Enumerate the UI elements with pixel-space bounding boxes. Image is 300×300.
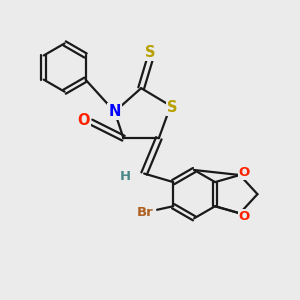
Text: S: S bbox=[167, 100, 177, 115]
Text: H: H bbox=[119, 170, 130, 183]
Text: N: N bbox=[109, 104, 121, 119]
Text: O: O bbox=[77, 113, 90, 128]
Text: O: O bbox=[238, 210, 250, 223]
Text: S: S bbox=[145, 45, 155, 60]
Text: O: O bbox=[238, 166, 250, 178]
Text: Br: Br bbox=[137, 206, 154, 219]
